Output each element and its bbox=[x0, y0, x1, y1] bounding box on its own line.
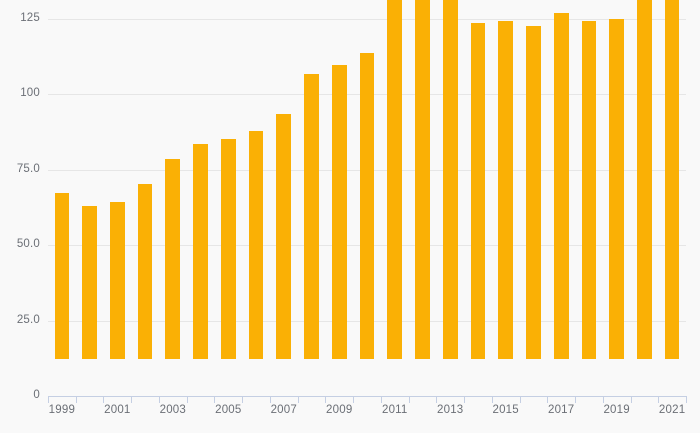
bar-2010[interactable] bbox=[359, 53, 375, 359]
bar-2012[interactable] bbox=[415, 0, 430, 359]
x-tick-label-2003: 2003 bbox=[159, 404, 187, 416]
bar-2013[interactable] bbox=[442, 0, 458, 359]
x-tick-mark bbox=[103, 396, 104, 403]
x-tick-mark bbox=[492, 396, 493, 403]
bar-2006[interactable] bbox=[248, 130, 264, 359]
bar-2003[interactable] bbox=[165, 159, 181, 359]
x-tick-label-2007: 2007 bbox=[270, 404, 297, 416]
y-tick-label-25.0: 25.0 bbox=[16, 313, 40, 326]
y-tick-label-75.0: 75.0 bbox=[16, 162, 40, 175]
y-axis-tick-labels: 0 25.0 50.0 75.0 100 125 bbox=[0, 0, 40, 433]
x-tick-mark bbox=[658, 396, 659, 403]
gridline-125 bbox=[48, 19, 686, 20]
bar-2011[interactable] bbox=[387, 0, 403, 359]
y-tick-label-0: 0 bbox=[33, 389, 40, 401]
x-tick-mark bbox=[131, 396, 132, 403]
bar-2014[interactable] bbox=[470, 22, 486, 359]
x-tick-mark bbox=[603, 396, 604, 403]
x-tick-label-2009: 2009 bbox=[326, 404, 353, 416]
bar-2008[interactable] bbox=[304, 74, 319, 359]
bar-2020[interactable] bbox=[637, 0, 652, 359]
x-tick-mark bbox=[298, 396, 299, 403]
x-tick-mark bbox=[686, 396, 687, 403]
x-tick-mark bbox=[436, 396, 437, 403]
x-tick-mark bbox=[631, 396, 632, 403]
x-axis-line bbox=[48, 396, 686, 397]
x-tick-label-2013: 2013 bbox=[437, 404, 464, 416]
bars-layer bbox=[48, 0, 686, 396]
bar-2019[interactable] bbox=[609, 19, 624, 359]
bar-2007[interactable] bbox=[276, 114, 292, 359]
x-tick-mark bbox=[270, 396, 271, 403]
x-tick-label-2005: 2005 bbox=[215, 404, 242, 416]
bar-2004[interactable] bbox=[193, 143, 208, 359]
bar-2000[interactable] bbox=[82, 206, 97, 359]
x-tick-label-2021: 2021 bbox=[658, 404, 686, 416]
x-tick-mark bbox=[575, 396, 576, 403]
x-tick-label-2001: 2001 bbox=[104, 404, 131, 416]
x-tick-label-2017: 2017 bbox=[547, 404, 575, 416]
y-tick-label-100: 100 bbox=[20, 87, 40, 100]
bar-2015[interactable] bbox=[498, 20, 514, 359]
x-tick-mark bbox=[48, 396, 49, 403]
bar-2016[interactable] bbox=[526, 26, 541, 359]
x-tick-label-1999: 1999 bbox=[48, 404, 76, 416]
x-tick-label-2019: 2019 bbox=[603, 404, 630, 416]
x-tick-label-2011: 2011 bbox=[381, 404, 408, 416]
bar-1999[interactable] bbox=[54, 192, 70, 359]
y-tick-label-50.0: 50.0 bbox=[16, 238, 40, 251]
bar-2009[interactable] bbox=[331, 64, 347, 359]
bar-2002[interactable] bbox=[137, 184, 153, 359]
bar-2021[interactable] bbox=[664, 0, 680, 359]
x-tick-mark bbox=[381, 396, 382, 403]
bar-2018[interactable] bbox=[581, 21, 597, 359]
bar-2017[interactable] bbox=[553, 13, 569, 359]
x-tick-label-2015: 2015 bbox=[492, 404, 519, 416]
bar-2001[interactable] bbox=[109, 201, 125, 359]
x-tick-mark bbox=[325, 396, 326, 403]
y-tick-label-125: 125 bbox=[20, 12, 40, 24]
x-tick-mark bbox=[187, 396, 188, 403]
x-tick-mark bbox=[159, 396, 160, 403]
x-tick-mark bbox=[520, 396, 521, 403]
x-tick-mark bbox=[464, 396, 465, 403]
bar-2005[interactable] bbox=[220, 139, 236, 359]
x-tick-mark bbox=[242, 396, 243, 403]
x-tick-mark bbox=[353, 396, 354, 403]
x-tick-mark bbox=[76, 396, 77, 403]
x-tick-mark bbox=[214, 396, 215, 403]
x-tick-mark bbox=[547, 396, 548, 403]
x-tick-mark bbox=[409, 396, 410, 403]
